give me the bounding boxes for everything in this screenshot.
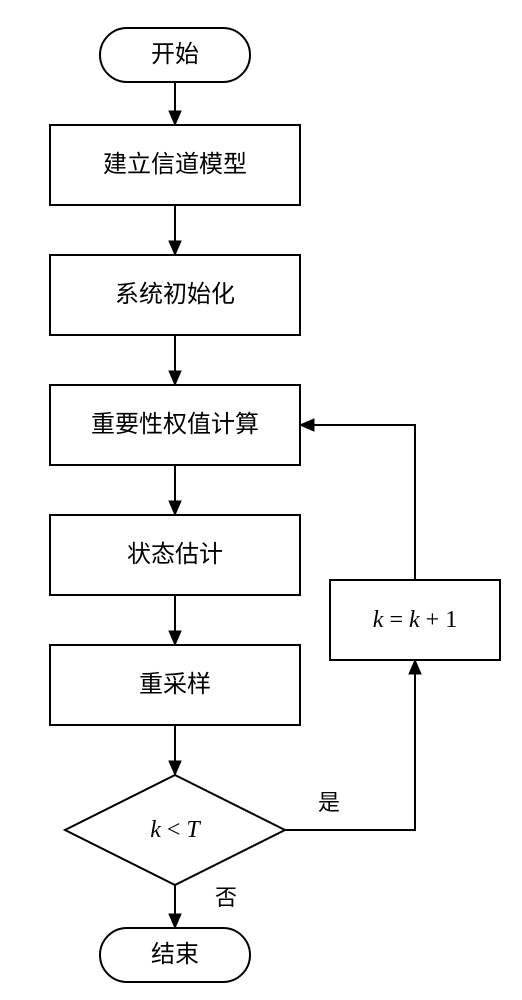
label-inc: k = k + 1	[373, 607, 457, 633]
edge-label-7: 是	[318, 790, 340, 815]
label-dec: k < T	[150, 817, 201, 843]
edge-7	[285, 672, 415, 830]
label-end: 结束	[151, 941, 199, 968]
arrowhead-1	[169, 241, 181, 255]
arrowhead-7	[409, 660, 421, 674]
arrowhead-8	[300, 419, 314, 431]
label-n4: 状态估计	[127, 541, 223, 568]
arrowhead-0	[169, 111, 181, 125]
arrowhead-2	[169, 371, 181, 385]
label-n3: 重要性权值计算	[91, 411, 259, 438]
edge-label-6: 否	[215, 885, 237, 910]
arrowhead-6	[169, 914, 181, 928]
label-start: 开始	[151, 41, 199, 68]
edge-8	[312, 425, 415, 580]
arrowhead-3	[169, 501, 181, 515]
arrowhead-4	[169, 631, 181, 645]
label-n1: 建立信道模型	[103, 151, 247, 178]
label-n5: 重采样	[139, 671, 211, 698]
arrowhead-5	[169, 761, 181, 775]
label-n2: 系统初始化	[115, 281, 235, 308]
